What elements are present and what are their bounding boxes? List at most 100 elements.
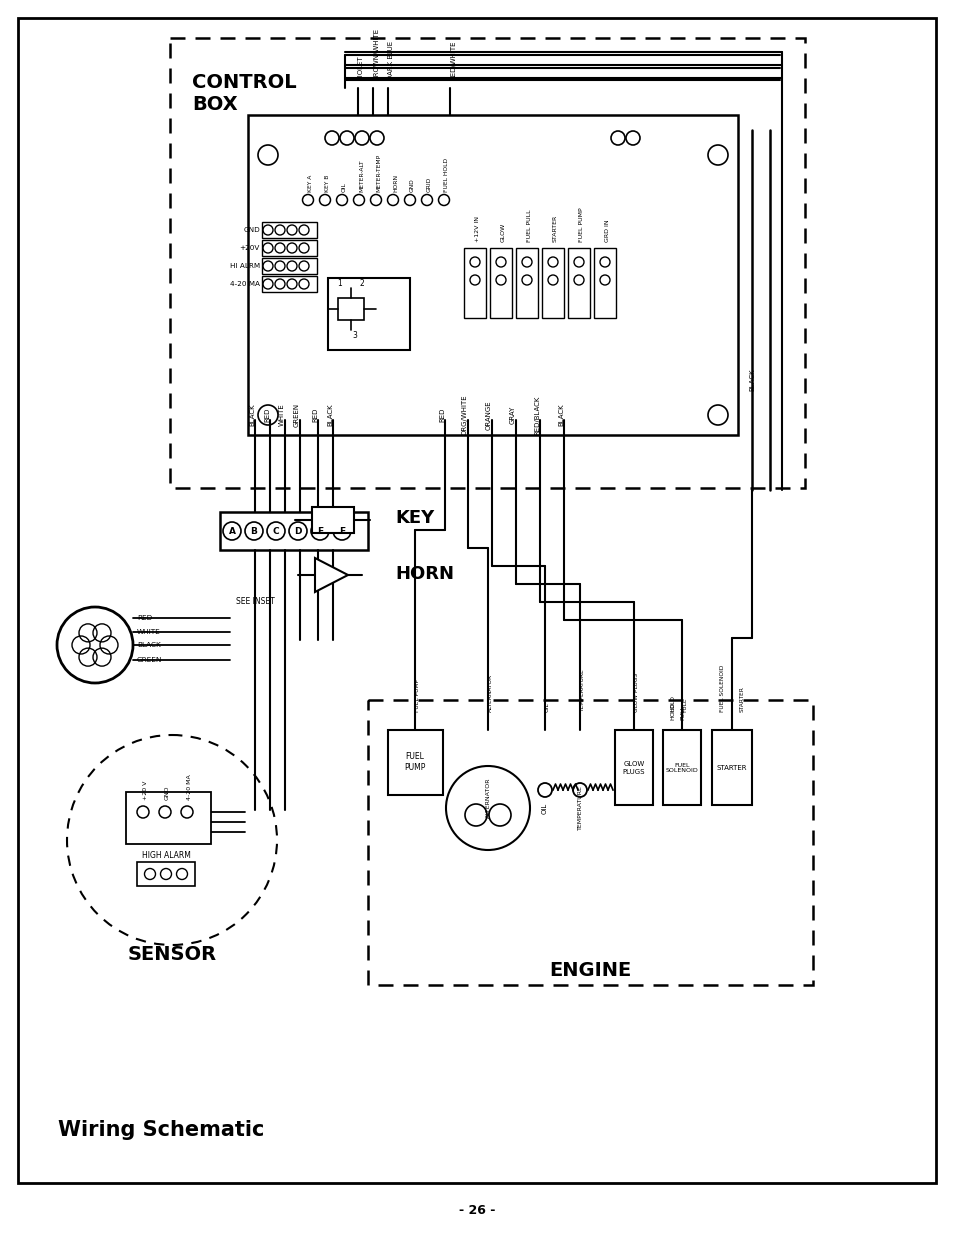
Bar — [662, 730, 700, 805]
Polygon shape — [314, 558, 348, 592]
Text: +20 V: +20 V — [143, 781, 148, 800]
Text: FUEL PULL: FUEL PULL — [526, 210, 532, 242]
Bar — [337, 298, 364, 320]
Text: RED: RED — [438, 408, 444, 422]
Text: OIL: OIL — [544, 703, 550, 713]
Text: C: C — [273, 526, 279, 536]
Bar — [567, 248, 589, 317]
Text: FUEL
PUMP: FUEL PUMP — [404, 752, 425, 772]
Text: GND: GND — [165, 785, 170, 800]
Bar — [262, 240, 316, 256]
Text: WHITE: WHITE — [137, 629, 161, 635]
Text: SEE INSET: SEE INSET — [235, 598, 274, 606]
Text: RED: RED — [137, 615, 152, 621]
Text: BLACK: BLACK — [327, 404, 333, 426]
Text: ALTERNATOR: ALTERNATOR — [488, 674, 493, 713]
Bar — [220, 513, 368, 550]
Bar — [490, 248, 512, 317]
Bar — [463, 248, 485, 317]
Text: 1: 1 — [337, 279, 342, 289]
Text: HIGH ALARM: HIGH ALARM — [141, 851, 191, 860]
Text: +12V IN: +12V IN — [475, 216, 479, 242]
Text: D: D — [294, 526, 301, 536]
Bar — [126, 792, 211, 844]
Text: FUEL PUMP: FUEL PUMP — [578, 207, 583, 242]
Bar — [594, 248, 616, 317]
Text: OIL: OIL — [541, 803, 547, 814]
Text: GREEN: GREEN — [137, 657, 162, 663]
Text: RED/BLACK: RED/BLACK — [534, 395, 539, 435]
Text: RED: RED — [312, 408, 317, 422]
Text: BLACK: BLACK — [748, 369, 754, 391]
Text: HORN: HORN — [393, 174, 397, 191]
Bar — [711, 730, 751, 805]
Text: GND: GND — [243, 227, 260, 233]
Text: HOLD: HOLD — [669, 701, 675, 720]
Bar — [615, 730, 652, 805]
Text: GND: GND — [410, 178, 415, 191]
Text: E: E — [316, 526, 323, 536]
Text: GLOW
PLUGS: GLOW PLUGS — [622, 762, 644, 774]
Text: FUEL SOLENOID: FUEL SOLENOID — [720, 664, 724, 713]
Text: STARTER: STARTER — [553, 215, 558, 242]
Text: FUEL
SOLENOID: FUEL SOLENOID — [665, 762, 698, 773]
Text: 2: 2 — [359, 279, 364, 289]
Bar — [262, 258, 316, 274]
Text: - 26 -: - 26 - — [458, 1203, 495, 1216]
Text: PULL: PULL — [679, 705, 684, 720]
Text: OIL: OIL — [341, 182, 347, 191]
Text: DARK BLUE: DARK BLUE — [388, 41, 394, 80]
Text: FULL: FULL — [681, 698, 686, 713]
Text: FUEL HOLD: FUEL HOLD — [443, 158, 449, 191]
Text: ALTERNATOR: ALTERNATOR — [485, 778, 490, 819]
Text: HI ALRM: HI ALRM — [230, 263, 260, 269]
Text: ORG/WHITE: ORG/WHITE — [461, 395, 468, 435]
Bar — [516, 248, 537, 317]
Text: KEY A: KEY A — [308, 174, 313, 191]
Text: GRD IN: GRD IN — [604, 220, 609, 242]
Text: ENGINE: ENGINE — [549, 961, 631, 979]
Bar — [388, 730, 442, 795]
Text: KEY: KEY — [395, 509, 434, 527]
Text: 4-20 MA: 4-20 MA — [187, 774, 192, 800]
Bar — [368, 700, 812, 986]
Text: GREEN: GREEN — [294, 403, 299, 427]
Text: STARTER: STARTER — [716, 764, 746, 771]
Text: TEMPERATURE: TEMPERATURE — [577, 785, 582, 830]
Bar — [262, 222, 316, 238]
Text: GRAY: GRAY — [510, 406, 516, 424]
Text: Wiring Schematic: Wiring Schematic — [58, 1120, 264, 1140]
Text: +20V: +20V — [239, 245, 260, 251]
Bar — [262, 275, 316, 291]
Bar — [170, 38, 804, 488]
Text: VIOLET: VIOLET — [357, 56, 364, 80]
Text: GRID: GRID — [427, 177, 432, 191]
Text: METER-TEMP: METER-TEMP — [375, 153, 380, 191]
Bar — [328, 278, 410, 350]
Text: KEY B: KEY B — [325, 174, 330, 191]
Text: ORANGE: ORANGE — [485, 400, 492, 430]
Text: HOLD: HOLD — [669, 695, 675, 713]
Text: STARTER: STARTER — [740, 687, 744, 713]
Bar — [248, 115, 738, 435]
Text: BLACK: BLACK — [558, 404, 563, 426]
Text: METER-ALT: METER-ALT — [358, 159, 364, 191]
Text: 4-20 MA: 4-20 MA — [230, 282, 260, 287]
Text: BLACK: BLACK — [249, 404, 254, 426]
Text: GLOW: GLOW — [500, 222, 505, 242]
Text: GLOW PLUGS: GLOW PLUGS — [634, 673, 639, 713]
Text: TEMPERATURE: TEMPERATURE — [579, 669, 584, 713]
Bar — [541, 248, 563, 317]
Text: WHITE: WHITE — [278, 404, 285, 426]
Text: SENSOR: SENSOR — [128, 946, 216, 965]
Text: F: F — [338, 526, 345, 536]
Text: RED: RED — [264, 408, 270, 422]
Bar — [137, 862, 194, 885]
Text: A: A — [229, 526, 235, 536]
Text: BLACK: BLACK — [137, 642, 161, 648]
Text: BROWN/WHITE: BROWN/WHITE — [373, 28, 378, 80]
Text: B: B — [251, 526, 257, 536]
Text: RED/WHITE: RED/WHITE — [450, 41, 456, 80]
Text: CONTROL
BOX: CONTROL BOX — [192, 73, 296, 114]
Text: FUEL PUMP: FUEL PUMP — [415, 679, 419, 713]
